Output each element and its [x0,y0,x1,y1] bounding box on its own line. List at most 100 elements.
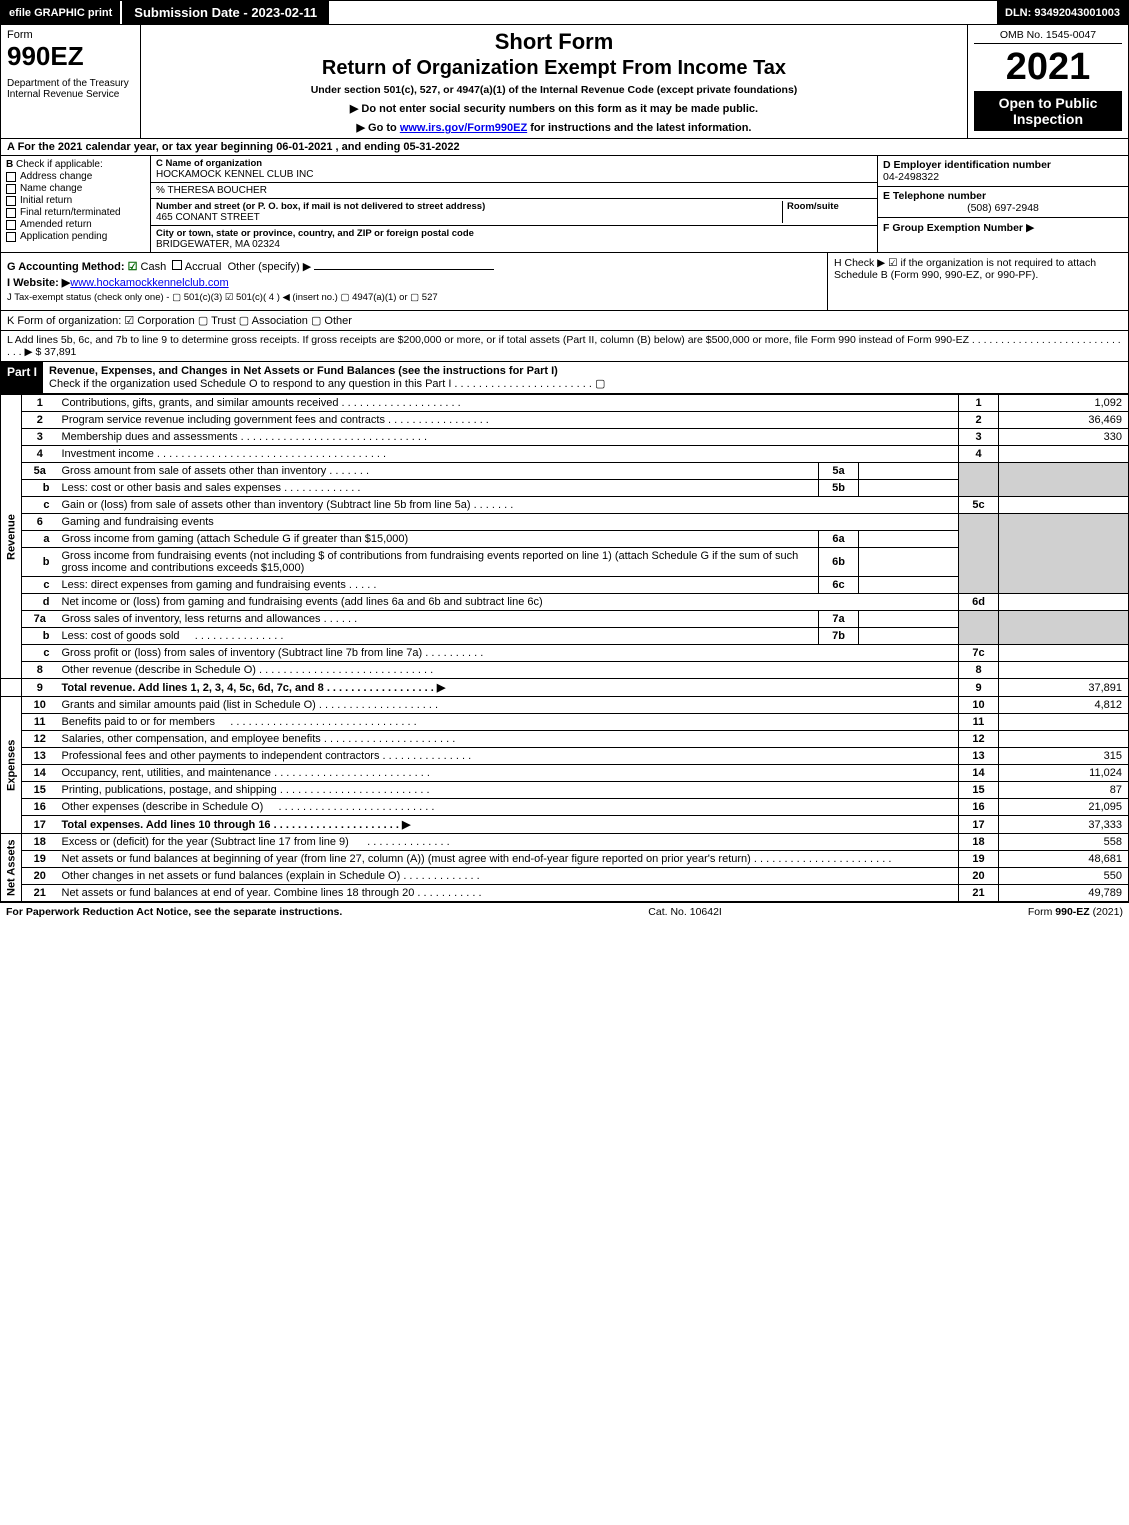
line-5c: c Gain or (loss) from sale of assets oth… [1,497,1129,514]
line-num: 9 [22,679,58,697]
line-desc: Excess or (deficit) for the year (Subtra… [62,836,349,848]
line-end-num: 8 [959,662,999,679]
check-initial-return: Initial return [6,195,145,206]
line-mid-num: 7a [819,611,859,628]
line-num: 6 [22,514,58,531]
dept-text: Department of the Treasury Internal Reve… [7,78,134,100]
line-desc: Other revenue (describe in Schedule O) [62,664,256,676]
line-num: 1 [22,395,58,412]
checkbox-icon[interactable] [6,208,16,218]
submission-date: Submission Date - 2023-02-11 [120,1,329,24]
line-5a: 5a Gross amount from sale of assets othe… [1,463,1129,480]
group-exempt-label: F Group Exemption Number [883,222,1023,234]
line-desc: Gross income from gaming (attach Schedul… [58,531,819,548]
line-mid-num: 6c [819,577,859,594]
line-11: 11 Benefits paid to or for members . . .… [1,714,1129,731]
line-end-num: 19 [959,851,999,868]
line-mid-val [859,548,959,577]
line-end-val: 37,891 [999,679,1129,697]
line-end-num: 17 [959,816,999,834]
line-end-num: 10 [959,697,999,714]
website-link[interactable]: www.hockamockkennelclub.com [70,277,228,289]
line-6d: d Net income or (loss) from gaming and f… [1,594,1129,611]
line-end-val: 1,092 [999,395,1129,412]
line-mid-val [859,611,959,628]
line-desc: Less: cost of goods sold [62,630,180,642]
line-end-num: 5c [959,497,999,514]
line-mid-num: 7b [819,628,859,645]
line-num: 12 [22,731,58,748]
line-16: 16 Other expenses (describe in Schedule … [1,799,1129,816]
footer: For Paperwork Reduction Act Notice, see … [0,902,1129,921]
line-end-val: 48,681 [999,851,1129,868]
col-b: B Check if applicable: Address change Na… [1,156,151,252]
line-end-val: 11,024 [999,765,1129,782]
instr-link: ▶ Go to www.irs.gov/Form990EZ for instru… [149,121,959,134]
line-num: 17 [22,816,58,834]
row-g: G Accounting Method: ☑ Cash Accrual Othe… [7,260,821,273]
line-desc: Other expenses (describe in Schedule O) [62,801,264,813]
line-end-val [999,446,1129,463]
org-name: HOCKAMOCK KENNEL CLUB INC [156,169,872,180]
ein-label: D Employer identification number [883,159,1123,171]
row-h: H Check ▶ ☑ if the organization is not r… [828,253,1128,310]
col-b-check-label: Check if applicable: [16,159,103,170]
line-desc: Total expenses. Add lines 10 through 16 … [62,819,411,831]
row-a-tax-year: A For the 2021 calendar year, or tax yea… [0,139,1129,156]
shade-cell [959,463,999,497]
checkbox-icon[interactable] [6,232,16,242]
check-label: Application pending [20,231,107,242]
line-7a: 7a Gross sales of inventory, less return… [1,611,1129,628]
checkbox-icon[interactable] [6,172,16,182]
header-center: Short Form Return of Organization Exempt… [141,25,968,138]
line-num: 3 [22,429,58,446]
line-end-val: 49,789 [999,885,1129,902]
checkbox-icon[interactable] [6,220,16,230]
line-mid-val [859,480,959,497]
line-mid-val [859,531,959,548]
g-other-input[interactable] [314,269,494,270]
line-end-val: 37,333 [999,816,1129,834]
ghi-left: G Accounting Method: ☑ Cash Accrual Othe… [1,253,828,310]
footer-right: Form 990-EZ (2021) [1028,906,1123,918]
irs-link[interactable]: www.irs.gov/Form990EZ [400,122,527,134]
line-num: 15 [22,782,58,799]
line-2: 2 Program service revenue including gove… [1,412,1129,429]
part1-check: Check if the organization used Schedule … [49,378,605,390]
line-desc: Contributions, gifts, grants, and simila… [62,397,339,409]
line-1: Revenue 1 Contributions, gifts, grants, … [1,395,1129,412]
line-num: a [22,531,58,548]
arrow-icon: ▶ [1026,222,1034,234]
form-number: 990EZ [7,41,134,72]
checkbox-icon[interactable] [6,184,16,194]
line-end-val: 87 [999,782,1129,799]
row-k: K Form of organization: ☑ Corporation ▢ … [0,311,1129,331]
footer-left: For Paperwork Reduction Act Notice, see … [6,906,342,918]
line-17: 17 Total expenses. Add lines 10 through … [1,816,1129,834]
checkbox-icon[interactable] [172,260,182,270]
line-num: 11 [22,714,58,731]
g-accrual: Accrual [185,261,222,273]
line-10: Expenses 10 Grants and similar amounts p… [1,697,1129,714]
checkbox-icon[interactable] [6,196,16,206]
line-desc: Less: direct expenses from gaming and fu… [62,579,346,591]
line-desc: Printing, publications, postage, and shi… [62,784,277,796]
line-20: 20 Other changes in net assets or fund b… [1,868,1129,885]
topbar-spacer [329,1,997,24]
dln: DLN: 93492043001003 [997,1,1128,24]
line-desc: Total revenue. Add lines 1, 2, 3, 4, 5c,… [62,682,446,694]
form-header: Form 990EZ Department of the Treasury In… [0,25,1129,139]
line-end-val: 558 [999,834,1129,851]
line-desc: Investment income [62,448,154,460]
line-4: 4 Investment income . . . . . . . . . . … [1,446,1129,463]
line-end-val: 21,095 [999,799,1129,816]
check-label: Initial return [20,195,72,206]
line-num: c [22,497,58,514]
line-end-val: 36,469 [999,412,1129,429]
shade-cell [999,463,1129,497]
col-b-header: B [6,159,13,170]
line-end-val: 550 [999,868,1129,885]
line-desc: Gross income from fundraising events (no… [58,548,819,577]
line-end-val [999,594,1129,611]
shade-cell [999,514,1129,594]
